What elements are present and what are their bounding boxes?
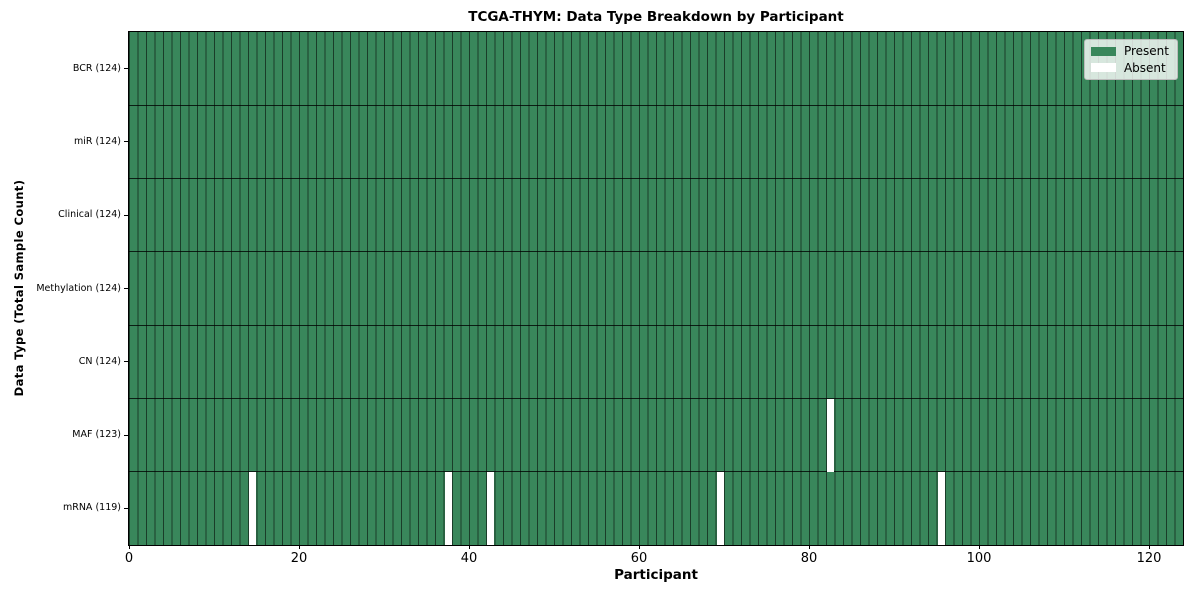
- y-tick-label: CN (124): [78, 355, 121, 367]
- x-tick-label: 60: [630, 551, 648, 566]
- y-tick-mark: [124, 434, 128, 436]
- x-tick-mark: [128, 545, 130, 549]
- row-divider: [129, 324, 1183, 326]
- x-tick-mark: [808, 545, 810, 549]
- legend: Present Absent: [1083, 39, 1178, 80]
- row-divider: [129, 104, 1183, 106]
- row-divider: [129, 178, 1183, 180]
- absent-cell-mRNA-37: [444, 472, 452, 545]
- legend-entry-present: Present: [1090, 44, 1169, 59]
- y-tick-mark: [124, 214, 128, 216]
- x-tick-label: 80: [800, 551, 818, 566]
- row-divider: [129, 251, 1183, 253]
- absent-cell-mRNA-69: [716, 472, 724, 545]
- y-tick-label: miR (124): [73, 135, 121, 147]
- absent-cell-mRNA-42: [487, 472, 494, 545]
- row-divider: [129, 471, 1183, 473]
- legend-entry-absent: Absent: [1090, 60, 1169, 76]
- legend-absent-swatch: [1090, 63, 1116, 73]
- x-tick-label: 100: [966, 551, 992, 566]
- legend-present-label: Present: [1123, 44, 1169, 58]
- absent-cell-MAF-82: [827, 399, 834, 472]
- absent-cell-mRNA-95: [937, 472, 945, 545]
- x-tick-mark: [298, 545, 300, 549]
- row-divider: [129, 397, 1183, 399]
- y-tick-label: MAF (123): [72, 429, 121, 441]
- x-tick-label: 20: [290, 551, 308, 566]
- x-tick-label: 120: [1136, 551, 1162, 566]
- y-tick-label: Methylation (124): [36, 282, 121, 294]
- x-tick-mark: [978, 545, 980, 549]
- x-tick-label: 40: [460, 551, 478, 566]
- legend-present-swatch: [1090, 46, 1116, 56]
- y-tick-mark: [124, 361, 128, 363]
- y-tick-mark: [124, 507, 128, 509]
- x-tick-label: 0: [124, 551, 134, 566]
- x-tick-mark: [1148, 545, 1150, 549]
- x-tick-mark: [468, 545, 470, 549]
- y-tick-mark: [124, 288, 128, 289]
- absent-cell-mRNA-14: [249, 472, 256, 545]
- plot-area: Present Absent: [128, 31, 1184, 546]
- x-tick-mark: [638, 545, 640, 549]
- y-tick-mark: [124, 141, 128, 143]
- y-tick-mark: [124, 68, 128, 70]
- y-tick-label: BCR (124): [72, 62, 121, 74]
- legend-absent-label: Absent: [1123, 60, 1166, 75]
- x-axis-label: Participant: [614, 567, 698, 583]
- y-tick-label: mRNA (119): [62, 502, 121, 514]
- y-tick-label: Clinical (124): [58, 209, 121, 221]
- chart-title: TCGA-THYM: Data Type Breakdown by Partic…: [468, 9, 844, 25]
